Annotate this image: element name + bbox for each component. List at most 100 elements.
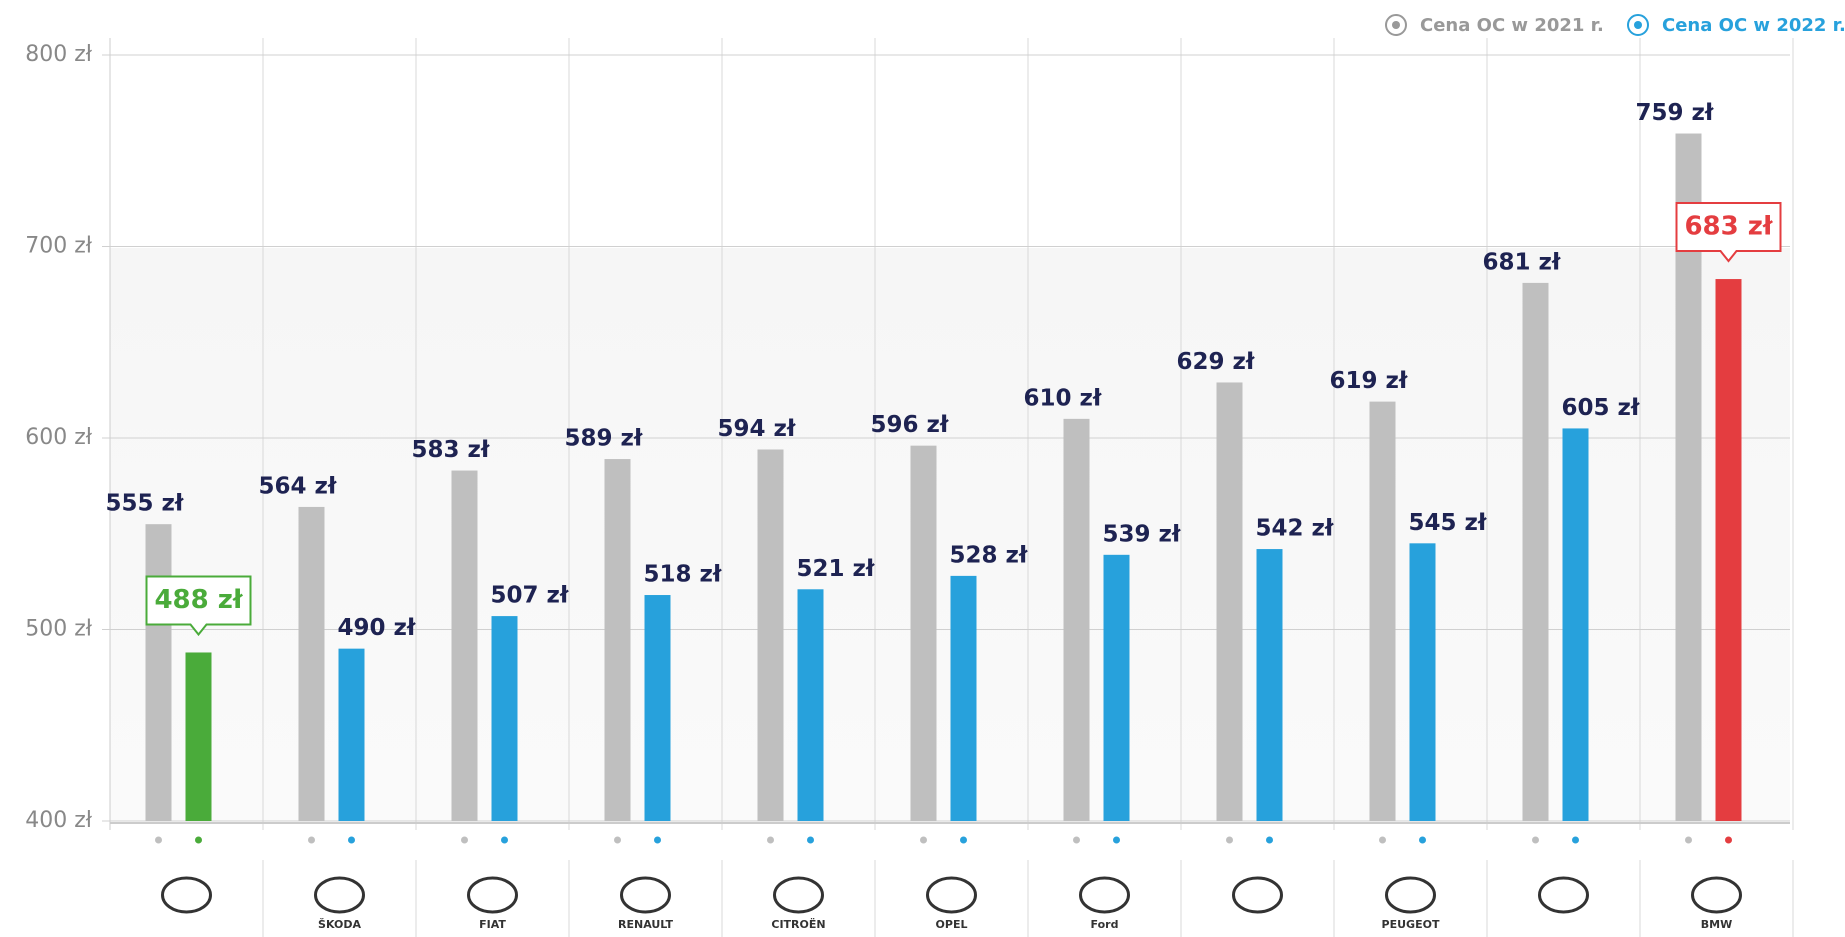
x-dot [1419, 836, 1426, 844]
logo-shape [1079, 876, 1130, 914]
logo-shape [1232, 876, 1283, 914]
legend: Cena OC w 2021 r. Cena OC w 2022 r. [1385, 14, 1845, 36]
bar [1103, 554, 1130, 821]
brand-logo: CITROËN [771, 876, 826, 931]
bar [1369, 401, 1396, 821]
bar [644, 595, 671, 821]
x-dot [1266, 836, 1273, 844]
x-dot [1572, 836, 1579, 844]
brand-logo [161, 876, 212, 914]
plot-band [110, 248, 1790, 821]
brand-logo: OPEL [926, 876, 977, 931]
bar [1256, 549, 1283, 821]
x-dot [920, 836, 927, 844]
x-tick-label: BMW [1701, 918, 1732, 931]
x-dot [1725, 836, 1732, 844]
x-dot [1073, 836, 1080, 844]
y-tick-label: 800 zł [25, 42, 93, 67]
bar [491, 616, 518, 821]
legend-ring [1627, 14, 1649, 36]
bar [1715, 279, 1742, 821]
bar [950, 575, 977, 821]
brand-logo: Ford [1079, 876, 1130, 931]
y-tick-label: 400 zł [25, 808, 93, 833]
x-tick-label: FIAT [479, 918, 506, 931]
bar [1063, 418, 1090, 821]
logo-shape [314, 876, 365, 914]
value-label: 521 zł [797, 556, 875, 582]
y-tick-label: 700 zł [25, 234, 93, 259]
bar [1562, 428, 1589, 821]
x-dot [1532, 836, 1539, 844]
bar [757, 449, 784, 821]
x-dot [308, 836, 315, 844]
x-dot [614, 836, 621, 844]
brand-logo: PEUGEOT [1382, 876, 1440, 931]
x-dot [1113, 836, 1120, 844]
value-label: 681 zł [1483, 249, 1561, 275]
value-label: 488 zł [154, 585, 243, 615]
legend-dot [1634, 21, 1642, 29]
logo-shape [926, 876, 977, 914]
value-label: 528 zł [950, 542, 1028, 568]
x-dot [1226, 836, 1233, 844]
brand-logo [1232, 876, 1283, 914]
value-label: 610 zł [1024, 385, 1102, 411]
bar [604, 459, 631, 821]
x-dot [195, 836, 202, 844]
x-tick-label: OPEL [936, 918, 968, 931]
bar [797, 589, 824, 821]
x-dot [501, 836, 508, 844]
x-tick-label: PEUGEOT [1382, 918, 1440, 931]
value-label: 583 zł [412, 437, 490, 463]
bar [1522, 282, 1549, 821]
logo-shape [467, 876, 518, 914]
bar [338, 648, 365, 821]
value-label: 507 zł [491, 583, 569, 609]
brand-logo: FIAT [467, 876, 518, 931]
value-label: 518 zł [644, 562, 722, 588]
x-dot [155, 836, 162, 844]
x-dot [960, 836, 967, 844]
logo-shape [1538, 876, 1589, 914]
value-label: 545 zł [1409, 510, 1487, 536]
logo-shape [1385, 876, 1436, 914]
x-dot [1685, 836, 1692, 844]
y-tick-label: 500 zł [25, 617, 93, 642]
x-dot [807, 836, 814, 844]
brand-logo: BMW [1691, 876, 1742, 931]
x-dot [1379, 836, 1386, 844]
value-label: 605 zł [1562, 395, 1640, 421]
x-tick-label: Ford [1091, 918, 1119, 931]
logo-shape [1691, 876, 1742, 914]
x-dot [348, 836, 355, 844]
value-label: 619 zł [1330, 368, 1408, 394]
bar [1409, 543, 1436, 821]
value-label: 539 zł [1103, 521, 1181, 547]
bar [451, 470, 478, 821]
brand-logo [1538, 876, 1589, 914]
bar [298, 506, 325, 821]
value-label: 629 zł [1177, 349, 1255, 375]
label-box [1675, 202, 1782, 263]
legend-dot [1392, 21, 1400, 29]
value-label: 683 zł [1684, 212, 1773, 242]
value-label: 589 zł [565, 426, 643, 452]
y-tick-label: 600 zł [25, 425, 93, 450]
logo-shape [773, 876, 824, 914]
label-box [145, 575, 252, 637]
legend-label: Cena OC w 2021 r. [1420, 15, 1604, 36]
brand-logo: RENAULT [618, 876, 673, 931]
brand-logo: ŠKODA [314, 876, 365, 931]
value-label: 759 zł [1636, 100, 1714, 126]
logo-shape [161, 876, 212, 914]
value-label: 490 zł [338, 615, 416, 641]
x-dot [767, 836, 774, 844]
x-tick-label: RENAULT [618, 918, 673, 931]
bar [1216, 382, 1243, 821]
value-label: 596 zł [871, 412, 949, 438]
value-label: 555 zł [106, 491, 184, 517]
bar [145, 524, 172, 821]
value-label: 564 zł [259, 473, 337, 499]
